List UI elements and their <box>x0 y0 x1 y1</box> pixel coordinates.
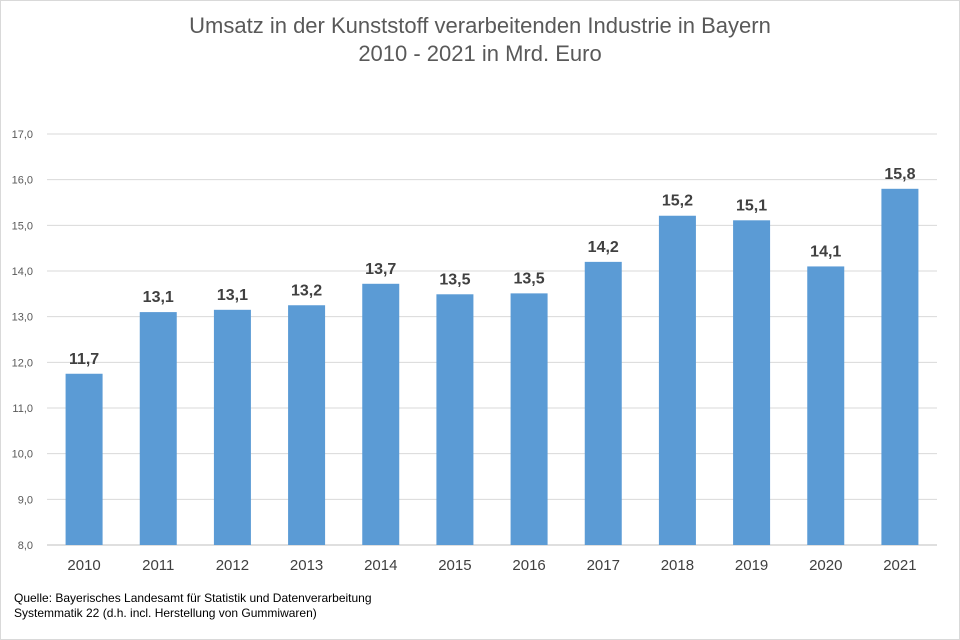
x-tick-label: 2016 <box>512 557 545 574</box>
bar-2020 <box>807 266 845 545</box>
y-tick-label: 16,0 <box>12 175 33 187</box>
bar-2015 <box>436 294 474 545</box>
y-tick-label: 10,0 <box>12 449 33 461</box>
data-label: 13,7 <box>365 261 396 278</box>
x-tick-label: 2014 <box>364 557 397 574</box>
data-label: 15,2 <box>662 193 693 210</box>
chart-title-block: Umsatz in der Kunststoff verarbeitenden … <box>0 12 960 68</box>
data-label: 15,8 <box>884 166 915 183</box>
data-label: 14,1 <box>810 243 841 260</box>
y-tick-label: 17,0 <box>12 129 33 141</box>
bar-2012 <box>213 309 251 545</box>
source-note: Quelle: Bayerisches Landesamt für Statis… <box>14 591 372 621</box>
data-label: 13,5 <box>514 270 545 287</box>
chart-subtitle: 2010 - 2021 in Mrd. Euro <box>358 41 602 66</box>
bar-2016 <box>510 293 548 545</box>
x-tick-label: 2018 <box>661 557 694 574</box>
y-tick-label: 11,0 <box>12 403 33 415</box>
x-tick-label: 2020 <box>809 557 842 574</box>
x-tick-label: 2019 <box>735 557 768 574</box>
bar-2013 <box>288 305 326 545</box>
bar-2011 <box>139 312 177 545</box>
x-tick-label: 2015 <box>438 557 471 574</box>
y-tick-label: 14,0 <box>12 266 33 278</box>
bar-2019 <box>733 220 771 545</box>
x-tick-label: 2010 <box>67 557 100 574</box>
x-tick-label: 2011 <box>142 557 174 574</box>
bar-2017 <box>584 261 622 545</box>
y-tick-label: 12,0 <box>12 357 33 369</box>
x-tick-label: 2012 <box>216 557 249 574</box>
y-tick-label: 15,0 <box>12 220 33 232</box>
bar-2018 <box>658 215 696 545</box>
y-tick-label: 9,0 <box>18 494 33 506</box>
x-tick-label: 2021 <box>883 557 916 574</box>
source-line-2: Systemmatik 22 (d.h. incl. Herstellung v… <box>14 606 317 620</box>
data-label: 14,2 <box>588 239 619 256</box>
x-tick-label: 2013 <box>290 557 323 574</box>
data-label: 13,1 <box>143 289 174 306</box>
data-label: 13,1 <box>217 287 248 304</box>
data-label: 15,1 <box>736 197 767 214</box>
bar-2010 <box>65 373 103 545</box>
data-label: 13,5 <box>439 271 470 288</box>
y-tick-label: 13,0 <box>12 312 33 324</box>
chart-title: Umsatz in der Kunststoff verarbeitenden … <box>189 13 771 38</box>
bar-2014 <box>362 283 400 545</box>
y-tick-label: 8,0 <box>18 540 33 552</box>
source-line-1: Quelle: Bayerisches Landesamt für Statis… <box>14 591 372 605</box>
data-label: 13,2 <box>291 282 322 299</box>
x-tick-label: 2017 <box>587 557 620 574</box>
bar-2021 <box>881 188 919 546</box>
data-label: 11,7 <box>69 351 99 368</box>
